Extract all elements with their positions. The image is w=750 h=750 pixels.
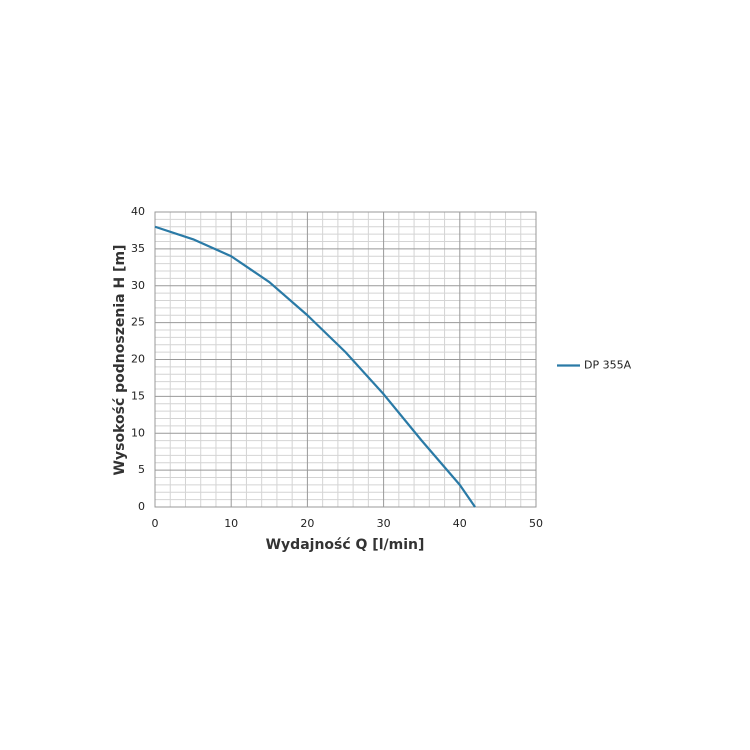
y-tick-label: 30: [131, 279, 145, 292]
line-series: [154, 225, 476, 508]
y-tick-label: 15: [131, 389, 145, 402]
x-tick-label: 20: [300, 517, 314, 530]
x-tick-label: 50: [529, 517, 543, 530]
y-tick-label: 5: [138, 463, 145, 476]
x-tick-label: 40: [453, 517, 467, 530]
y-tick-label: 35: [131, 242, 145, 255]
x-tick-label: 30: [377, 517, 391, 530]
x-tick-label: 0: [152, 517, 159, 530]
plot-border: [154, 211, 537, 508]
legend-label: DP 355A: [584, 359, 632, 372]
x-tick-label: 10: [224, 517, 238, 530]
y-tick-label: 0: [138, 500, 145, 513]
y-tick-label: 40: [131, 205, 145, 218]
x-axis-label: Wydajność Q [l/min]: [266, 537, 425, 553]
y-axis-label: Wysokość podnoszenia H [m]: [112, 245, 128, 476]
y-tick-label: 25: [131, 316, 145, 329]
y-tick-label: 10: [131, 426, 145, 439]
y-tick-label: 20: [131, 353, 145, 366]
